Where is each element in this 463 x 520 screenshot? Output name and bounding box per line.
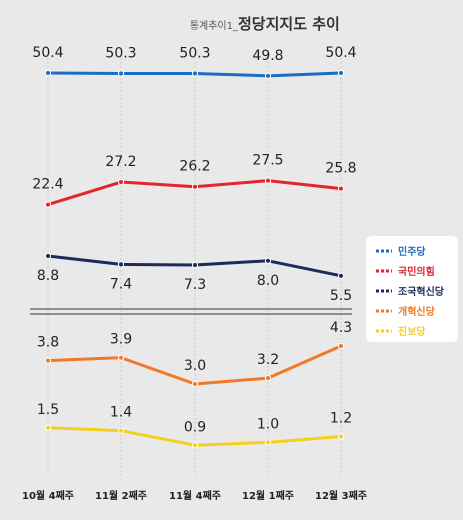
data-point-4-1 — [44, 357, 52, 364]
data-point-5-4 — [264, 439, 272, 446]
data-label-5-3: 0.9 — [184, 419, 206, 435]
legend-label-1: 민주당 — [398, 245, 426, 258]
legend-label-4: 개혁신당 — [398, 305, 436, 318]
data-label-5-2: 1.4 — [110, 405, 132, 421]
data-point-1-3 — [191, 70, 199, 77]
data-point-1-5 — [337, 69, 345, 77]
data-point-3-5 — [337, 272, 345, 279]
x-tick-label-3: 11월 4째주 — [169, 489, 221, 502]
data-point-2-5 — [337, 185, 345, 192]
legend-label-5: 진보당 — [398, 325, 426, 338]
data-label-5-1: 1.5 — [37, 402, 59, 418]
axis-break-marker — [30, 308, 352, 315]
data-label-1-4: 49.8 — [252, 48, 283, 64]
x-tick-label-2: 11월 2째주 — [95, 489, 147, 502]
data-label-3-1: 8.8 — [37, 268, 59, 284]
chart-title-prefix: 통계추이1_ — [190, 20, 239, 32]
legend-box — [366, 236, 458, 342]
data-label-3-3: 7.3 — [184, 277, 206, 293]
data-label-3-4: 8.0 — [257, 273, 279, 289]
data-point-1-4 — [264, 72, 272, 79]
data-label-2-2: 27.2 — [105, 154, 136, 170]
data-point-5-5 — [337, 433, 345, 440]
x-axis-labels: 10월 4째주 11월 2째주 11월 4째주 12월 1째주 12월 3째주 — [22, 489, 367, 502]
data-label-2-5: 25.8 — [325, 161, 356, 177]
data-point-4-2 — [117, 354, 125, 361]
data-point-2-2 — [117, 178, 125, 186]
data-label-5-4: 1.0 — [257, 416, 279, 432]
data-point-1-2 — [117, 70, 125, 77]
data-label-1-5: 50.4 — [325, 45, 356, 61]
data-point-2-4 — [264, 177, 272, 184]
data-label-4-1: 3.8 — [37, 335, 59, 351]
chart-title: 정당지지도 추이 — [238, 15, 340, 33]
data-label-5-5: 1.2 — [330, 411, 352, 427]
series-points — [44, 69, 345, 449]
data-label-2-1: 22.4 — [32, 177, 63, 193]
data-point-3-1 — [44, 252, 52, 260]
legend-label-3: 조국혁신당 — [398, 285, 445, 298]
data-label-3-5: 5.5 — [330, 288, 352, 304]
data-labels: 50.4 50.3 50.3 49.8 50.4 22.4 27.2 26.2 27.5 25.8… — [32, 45, 356, 435]
data-point-3-4 — [264, 257, 272, 264]
data-point-3-2 — [117, 261, 125, 268]
data-point-5-2 — [117, 427, 125, 434]
x-tick-label-4: 12월 1째주 — [242, 489, 294, 502]
data-label-1-3: 50.3 — [179, 45, 210, 61]
data-point-3-3 — [191, 261, 199, 269]
data-point-4-3 — [191, 380, 199, 388]
data-label-4-2: 3.9 — [110, 332, 132, 348]
data-point-5-3 — [191, 442, 199, 449]
data-label-1-2: 50.3 — [105, 45, 136, 61]
data-point-2-1 — [44, 201, 52, 208]
x-tick-label-1: 10월 4째주 — [22, 489, 74, 502]
data-label-2-4: 27.5 — [252, 153, 283, 169]
data-point-4-5 — [337, 342, 345, 350]
data-label-3-2: 7.4 — [110, 276, 132, 292]
data-point-5-1 — [44, 424, 52, 431]
data-point-2-3 — [191, 183, 199, 190]
data-label-4-5: 4.3 — [330, 320, 352, 336]
data-point-1-1 — [44, 69, 52, 77]
data-label-1-1: 50.4 — [32, 45, 63, 61]
x-tick-label-5: 12월 3째주 — [315, 489, 367, 502]
data-point-4-4 — [264, 375, 272, 382]
data-label-2-3: 26.2 — [179, 159, 210, 175]
data-label-4-3: 3.0 — [184, 358, 206, 374]
legend-label-2: 국민의힘 — [398, 265, 435, 278]
data-label-4-4: 3.2 — [257, 352, 279, 368]
